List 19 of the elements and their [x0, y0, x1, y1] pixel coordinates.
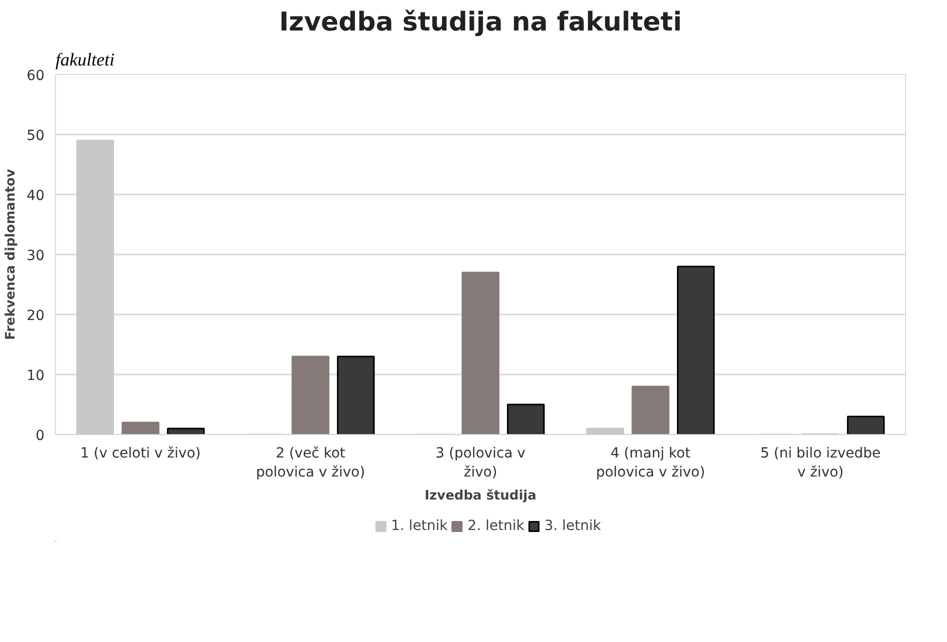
- y-tick-label: 60: [26, 68, 45, 84]
- x-tick-label: 5 (ni bilo izvedbe v živo): [760, 446, 881, 481]
- x-tick-label: 3 (polovica v živo): [436, 446, 526, 481]
- x-tick-label: 1 (v celoti v živo): [80, 446, 201, 462]
- x-axis-title: Izvedba študija: [424, 488, 536, 504]
- x-tick-label: 4 (manj kot polovica v živo): [596, 446, 706, 481]
- legend-label: 2. letnik: [468, 518, 524, 534]
- legend-label: 3. letnik: [544, 518, 602, 534]
- legend-label: 1. letnik: [390, 518, 448, 534]
- y-tick-label: 10: [26, 368, 45, 384]
- y-tick-label: 40: [26, 188, 45, 204]
- chart-title: Izvedba študija na fakulteti: [279, 8, 682, 38]
- y-tick-label: 30: [26, 248, 45, 264]
- x-tick-label: 2 (več kot polovica v živo): [256, 446, 366, 481]
- y-tick-label: 20: [26, 308, 45, 324]
- text: fakulteti: [56, 50, 114, 70]
- y-tick-label: 0: [36, 428, 45, 444]
- y-axis-title: Frekvenca diplomantov: [4, 168, 19, 340]
- y-tick-label: 50: [26, 128, 45, 144]
